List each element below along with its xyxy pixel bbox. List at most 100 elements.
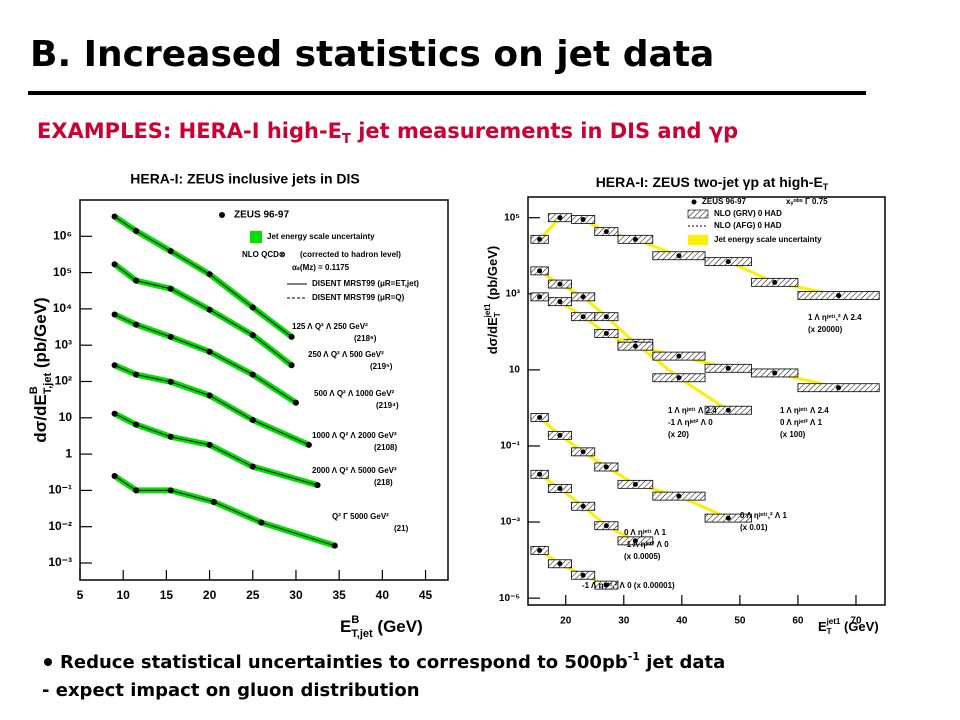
y-tick-label: 10³ xyxy=(506,288,521,299)
theory-line xyxy=(114,314,297,404)
bullet-sup: -1 xyxy=(628,650,640,663)
data-point xyxy=(772,370,778,376)
data-point xyxy=(133,277,140,284)
data-point xyxy=(557,486,563,492)
bullet-part: - expect impact on gluon distribution xyxy=(42,680,420,701)
series-label: 250 Λ Q² Λ 500 GeV² xyxy=(308,350,384,359)
data-point xyxy=(603,314,609,320)
data-point xyxy=(537,236,543,242)
data-point xyxy=(206,392,213,399)
series-note: (21) xyxy=(394,524,409,533)
x-tick-label: 35 xyxy=(332,588,346,602)
subtitle-part: jet measurements in DIS and γp xyxy=(351,119,738,143)
bullet-part: jet data xyxy=(640,652,725,673)
series-label: 2000 Λ Q² Λ 5000 GeV² xyxy=(312,466,397,475)
data-point xyxy=(580,572,586,578)
label-part: dσ/dE xyxy=(485,317,500,354)
legend-label: ZEUS 96-97 xyxy=(234,210,289,221)
legend-marker xyxy=(250,231,262,243)
label-sub: T xyxy=(827,627,832,636)
theory-line xyxy=(114,263,292,366)
data-point xyxy=(603,229,609,235)
label-sup: jet1 xyxy=(826,617,841,626)
data-point xyxy=(557,281,563,287)
data-point xyxy=(133,321,140,328)
y-tick-label: 10² xyxy=(55,374,72,388)
y-tick-label: 1 xyxy=(65,446,72,460)
series-label: 0 Λ ηʲᵉᵗ² Λ 1 xyxy=(780,418,823,427)
data-point xyxy=(292,399,299,406)
y-tick-label: 10⁶ xyxy=(53,228,72,242)
data-point xyxy=(725,407,731,413)
data-point xyxy=(676,353,682,359)
series-label: -1 Λ ηʲᵉᵗ² Λ 0 xyxy=(624,540,669,549)
label-sub: T,jet xyxy=(351,628,373,640)
y-tick-label: 10 xyxy=(59,410,73,424)
data-point xyxy=(167,248,174,255)
data-point xyxy=(537,471,543,477)
series-label: 1 Λ ηʲᵉᵗ¹,² Λ 2.4 xyxy=(808,313,862,322)
series-label: (x 20) xyxy=(668,430,689,439)
legend-label: αₛ(Mz) = 0.1175 xyxy=(292,263,350,272)
x-tick-label: 45 xyxy=(419,588,433,602)
y-tick-label: 10⁻³ xyxy=(500,517,520,528)
data-point xyxy=(111,311,118,318)
data-point xyxy=(288,333,295,340)
legend-label: Jet energy scale uncertainty xyxy=(267,232,375,241)
label-sub: T,jet xyxy=(42,373,54,395)
title-part: HERA-I: ZEUS two-jet γp at high-E xyxy=(596,174,823,190)
data-point xyxy=(557,215,563,221)
theory-line xyxy=(114,413,318,486)
data-point xyxy=(537,268,543,274)
data-point xyxy=(167,285,174,292)
data-point xyxy=(167,333,174,340)
data-point xyxy=(305,441,312,448)
label-sup: jet1 xyxy=(483,303,492,318)
data-point xyxy=(111,261,118,268)
data-point xyxy=(772,279,778,285)
x-tick-label: 5 xyxy=(77,588,84,602)
x-tick-label: 10 xyxy=(117,588,131,602)
plot-frame xyxy=(527,196,886,606)
data-point xyxy=(111,472,118,479)
x-tick-label: 60 xyxy=(792,616,804,627)
plot-frame xyxy=(79,199,449,581)
label-sup: B xyxy=(28,386,40,394)
data-point xyxy=(249,416,256,423)
data-point xyxy=(725,365,731,371)
y-tick-label: 10³ xyxy=(55,337,72,351)
x-tick-label: 20 xyxy=(203,588,217,602)
data-point xyxy=(111,410,118,417)
legend-label: NLO (AFG) 0 HAD xyxy=(714,221,782,230)
data-point xyxy=(676,493,682,499)
subtitle-part: EXAMPLES: HERA-I high-E xyxy=(37,119,342,143)
y-axis-label: dσ/dEB T,jet (pb/GeV) xyxy=(28,297,54,442)
bullet-part: Reduce statistical uncertainties to corr… xyxy=(60,652,628,673)
series-note: (2108) xyxy=(374,443,397,452)
x-axis-label: EB T,jet (GeV) xyxy=(340,614,423,640)
data-point xyxy=(314,482,321,489)
data-point xyxy=(557,561,563,567)
data-point xyxy=(206,441,213,448)
label-part: E xyxy=(818,619,827,634)
data-point xyxy=(537,547,543,553)
data-point xyxy=(632,236,638,242)
data-point xyxy=(167,487,174,494)
legend-label: Jet energy scale uncertainty xyxy=(714,235,822,244)
x-tick-label: 25 xyxy=(246,588,260,602)
y-tick-label: 10⁻¹ xyxy=(500,441,520,452)
uncertainty-band xyxy=(112,214,294,340)
data-point xyxy=(676,253,682,259)
label-sub: T xyxy=(493,312,502,317)
data-point xyxy=(725,259,731,265)
y-tick-label: 10⁻² xyxy=(48,519,72,533)
y-tick-label: 10⁵ xyxy=(53,265,72,279)
data-point xyxy=(206,306,213,313)
data-point xyxy=(249,371,256,378)
uncertainty-band xyxy=(113,410,319,488)
x-tick-label: 50 xyxy=(734,616,746,627)
data-point xyxy=(206,271,213,278)
y-axis-label: dσ/dETjet1 (pb/GeV) xyxy=(483,246,502,355)
bullet: - expect impact on gluon distribution xyxy=(42,680,420,701)
data-point xyxy=(249,332,256,339)
